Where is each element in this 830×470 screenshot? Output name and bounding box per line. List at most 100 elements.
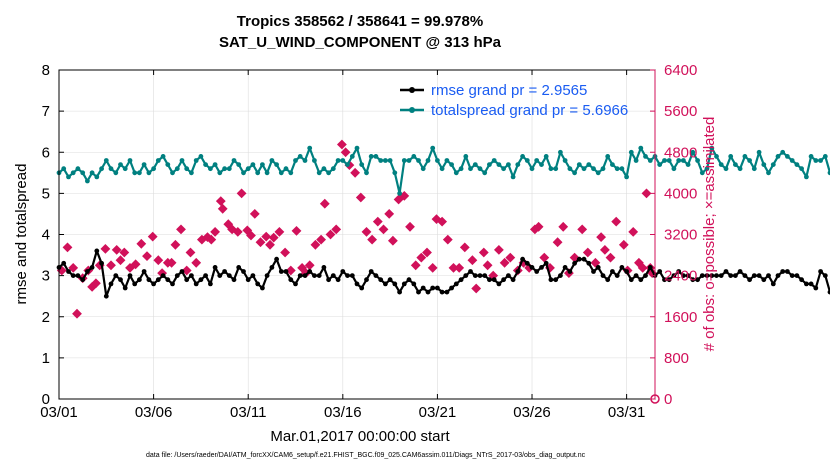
obs-assimilated-point [482, 260, 493, 271]
y-right-tick-label: 1600 [664, 309, 697, 326]
rmse-point [761, 277, 767, 283]
spread-point [676, 158, 682, 163]
obs-assimilated-point [215, 196, 226, 207]
spread-point [245, 166, 251, 172]
y-left-tick-label: 6 [42, 144, 50, 161]
spread-point [127, 158, 133, 163]
spread-point [155, 158, 161, 163]
rmse-point [160, 273, 166, 278]
rmse-point [624, 269, 629, 274]
obs-assimilated-point [111, 244, 122, 255]
spread-point [808, 154, 814, 159]
spread-point [567, 166, 573, 172]
y-right-tick-label: 800 [664, 350, 689, 367]
spread-point [326, 170, 331, 176]
y-right-tick-label: 0 [664, 391, 672, 408]
spread-point [368, 154, 374, 159]
rmse-point [496, 281, 502, 287]
obs-assimilated-point [355, 192, 366, 203]
spread-point [61, 166, 67, 172]
rmse-point [785, 269, 790, 274]
spread-point [392, 170, 398, 176]
spread-point [458, 166, 464, 172]
spread-point [137, 170, 142, 176]
rmse-point [789, 273, 795, 278]
rmse-point [354, 281, 360, 287]
rmse-point [690, 277, 696, 283]
spread-point [453, 170, 459, 176]
spread-point [794, 162, 800, 168]
spread-point [383, 158, 388, 163]
rmse-point [288, 277, 294, 283]
y-left-tick-label: 3 [42, 268, 50, 285]
rmse-point [539, 265, 544, 270]
spread-point [222, 166, 228, 172]
rmse-point [775, 273, 781, 278]
rmse-point [558, 273, 563, 278]
y-right-tick-label: 3200 [664, 227, 697, 244]
obs-assimilated-point [191, 257, 202, 268]
spread-point [813, 158, 819, 163]
spread-point [359, 162, 365, 168]
obs-assimilated-point [378, 224, 389, 235]
spread-point [761, 162, 767, 168]
spread-point [378, 158, 384, 163]
rmse-point [794, 273, 800, 278]
rmse-point [345, 273, 350, 278]
rmse-point [103, 293, 109, 299]
rmse-point [638, 277, 644, 283]
rmse-point [174, 273, 180, 278]
rmse-point [312, 273, 317, 278]
rmse-point [326, 277, 331, 283]
rmse-point [472, 273, 478, 278]
spread-point [487, 162, 492, 168]
spread-point [250, 162, 256, 168]
obs-assimilated-point [471, 283, 482, 294]
rmse-point [165, 277, 171, 283]
spread-point [671, 166, 677, 172]
obs-assimilated-point [393, 194, 404, 205]
rmse-point [600, 273, 606, 278]
rmse-point [236, 265, 242, 270]
rmse-point [307, 269, 313, 274]
spread-point [496, 162, 502, 168]
spread-point [160, 154, 166, 159]
spread-point [477, 166, 483, 172]
obs-assimilated-point [493, 244, 504, 255]
spread-point [572, 170, 577, 176]
rmse-point [685, 273, 691, 278]
obs-assimilated-point [459, 242, 470, 253]
spread-point [633, 158, 639, 163]
rmse-point [633, 273, 639, 278]
spread-point [737, 166, 743, 172]
spread-point [189, 170, 194, 176]
rmse-point [818, 269, 823, 274]
spread-point [203, 162, 209, 168]
spread-point [463, 154, 469, 159]
obs-assimilated-point [130, 259, 141, 270]
obs-assimilated-point [246, 230, 256, 241]
spread-point [208, 166, 213, 172]
spread-point [241, 170, 246, 176]
rmse-point [742, 273, 748, 278]
rmse-point [572, 260, 577, 266]
obs-assimilated-point [100, 243, 111, 254]
rmse-point [241, 269, 246, 274]
y-right-tick-label: 4000 [664, 185, 697, 202]
obs-assimilated-point [72, 308, 82, 319]
rmse-point [534, 269, 540, 274]
spread-point [444, 158, 450, 163]
spread-point [591, 166, 596, 172]
spread-point [406, 158, 412, 163]
rmse-point [420, 285, 426, 291]
obs-assimilated-point [618, 239, 629, 250]
spread-point [397, 191, 402, 196]
rmse-point [89, 265, 95, 270]
rmse-point [453, 281, 459, 287]
obs-assimilated-point [304, 260, 315, 271]
rmse-point [723, 269, 729, 274]
spread-point [174, 166, 180, 172]
rmse-point [61, 260, 67, 266]
rmse-point [208, 281, 213, 287]
obs-assimilated-point [596, 232, 607, 243]
